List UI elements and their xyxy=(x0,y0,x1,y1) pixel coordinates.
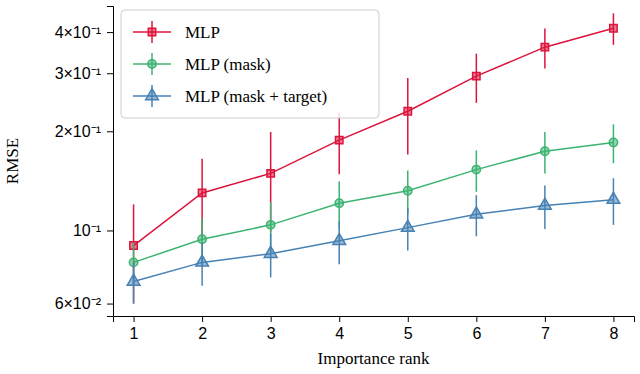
x-tick-mark xyxy=(339,316,340,322)
marker xyxy=(196,255,209,266)
marker xyxy=(401,220,414,231)
x-tick: 3 xyxy=(267,316,276,342)
marker xyxy=(610,24,617,31)
legend-marker xyxy=(148,28,155,35)
x-tick-label: 2 xyxy=(198,325,207,342)
marker xyxy=(198,189,205,196)
plot: 1 2 3 4 5 6 7 8 6×10⁻² 10⁻¹ 2×10⁻¹ 3×10⁻¹ 4×10⁻¹ xyxy=(55,7,635,343)
y-tick-mark xyxy=(107,131,113,132)
legend-entry: MLP (mask + target) xyxy=(133,85,327,107)
error-bar xyxy=(407,78,409,154)
series xyxy=(127,178,620,303)
legend-marker xyxy=(148,60,156,68)
marker xyxy=(335,199,343,207)
chart: 1 2 3 4 5 6 7 8 6×10⁻² 10⁻¹ 2×10⁻¹ 3×10⁻¹ 4×10⁻¹ Impo… xyxy=(0,0,640,374)
x-tick-label: 7 xyxy=(541,325,550,342)
y-tick-mark xyxy=(107,32,113,33)
marker xyxy=(264,246,277,257)
series xyxy=(129,124,617,285)
y-tick-label: 4×10⁻¹ xyxy=(55,24,101,41)
x-tick-mark xyxy=(271,316,272,322)
legend-marker xyxy=(146,89,159,100)
y-axis: 6×10⁻² 10⁻¹ 2×10⁻¹ 3×10⁻¹ 4×10⁻¹ xyxy=(55,7,114,317)
x-tick: 4 xyxy=(335,316,344,342)
x-tick-label: 5 xyxy=(404,325,413,342)
y-tick-label: 6×10⁻² xyxy=(55,295,102,312)
x-tick-mark xyxy=(545,316,546,322)
marker xyxy=(609,138,617,146)
x-tick-label: 6 xyxy=(472,325,481,342)
y-tick-mark xyxy=(107,304,113,305)
x-tick-mark xyxy=(134,316,135,322)
x-tick-label: 4 xyxy=(335,325,344,342)
y-tick: 4×10⁻¹ xyxy=(55,24,113,41)
marker xyxy=(266,221,274,229)
y-tick: 3×10⁻¹ xyxy=(55,65,113,82)
error-bar xyxy=(133,204,135,303)
y-tick: 6×10⁻² xyxy=(55,295,113,312)
x-axis-title: Importance rank xyxy=(318,349,430,368)
line xyxy=(134,142,614,262)
x-tick: 7 xyxy=(541,316,550,342)
legend-label: MLP xyxy=(185,23,220,42)
marker xyxy=(267,170,274,177)
marker xyxy=(539,198,552,209)
x-tick-mark xyxy=(476,316,477,322)
x-tick-mark xyxy=(202,316,203,322)
x-tick-label: 8 xyxy=(609,325,618,342)
marker xyxy=(404,108,411,115)
marker xyxy=(127,274,140,285)
legend-entry: MLP xyxy=(133,21,220,43)
y-tick-label: 3×10⁻¹ xyxy=(55,65,101,82)
y-tick-mark xyxy=(107,230,113,231)
y-tick: 10⁻¹ xyxy=(73,222,113,239)
line xyxy=(134,200,614,282)
legend-label: MLP (mask + target) xyxy=(185,87,327,106)
legend-label: MLP (mask) xyxy=(185,55,271,74)
x-tick: 2 xyxy=(198,316,207,342)
marker xyxy=(198,235,206,243)
marker xyxy=(541,147,549,155)
x-tick: 8 xyxy=(609,316,618,342)
y-tick: 2×10⁻¹ xyxy=(55,123,113,140)
x-axis: 1 2 3 4 5 6 7 8 xyxy=(114,316,635,342)
x-axis-line xyxy=(114,317,635,323)
y-tick-label: 10⁻¹ xyxy=(73,222,101,239)
legend-box xyxy=(121,10,379,118)
legend: MLP MLP (mask) MLP (mask + target) xyxy=(121,10,379,118)
marker xyxy=(473,72,480,79)
x-tick-label: 1 xyxy=(130,325,139,342)
x-tick-mark xyxy=(408,316,409,322)
y-axis-title: RMSE xyxy=(3,138,22,184)
marker xyxy=(333,233,346,244)
y-tick-label: 2×10⁻¹ xyxy=(55,123,101,140)
marker xyxy=(404,187,412,195)
marker xyxy=(470,207,483,218)
x-tick-label: 3 xyxy=(267,325,276,342)
marker xyxy=(607,192,620,203)
marker xyxy=(541,43,548,50)
x-tick-mark xyxy=(613,316,614,322)
marker xyxy=(336,136,343,143)
x-tick: 5 xyxy=(404,316,413,342)
y-axis-line xyxy=(107,7,114,317)
x-tick: 1 xyxy=(130,316,139,342)
x-tick: 6 xyxy=(472,316,481,342)
legend-entry: MLP (mask) xyxy=(133,53,271,75)
marker xyxy=(472,165,480,173)
y-tick-mark xyxy=(107,73,113,74)
